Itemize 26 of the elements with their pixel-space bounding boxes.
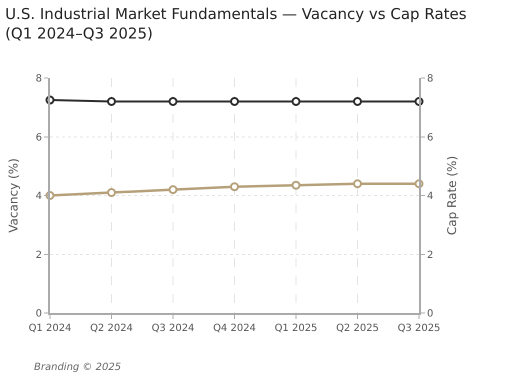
y2-tick-label: 0 bbox=[427, 308, 434, 320]
x-tick-label: Q1 2024 bbox=[28, 323, 72, 334]
y-tick-label: 2 bbox=[36, 250, 42, 261]
y2-tick-label: 8 bbox=[427, 74, 434, 84]
point bbox=[292, 180, 300, 190]
chart-title: U.S. Industrial Market Fundamentals — Vacancy vs Cap Rates (Q1 2024–Q3 2025) bbox=[5, 5, 467, 43]
x-tick-label: Q2 2024 bbox=[90, 323, 133, 334]
point bbox=[107, 188, 116, 198]
point bbox=[168, 185, 178, 194]
y2-axis-title: Cap Rate (%) bbox=[444, 156, 459, 236]
y2-tick-label: 2 bbox=[427, 250, 434, 261]
x-tick-label: Q1 2025 bbox=[274, 323, 318, 334]
y-axis-title: Vacancy (%) bbox=[6, 158, 20, 233]
y2-tick-label: 4 bbox=[427, 191, 434, 202]
x-tick-label: Q4 2024 bbox=[213, 323, 256, 334]
point bbox=[353, 179, 362, 188]
y-tick-label: 8 bbox=[36, 74, 42, 84]
text: Branding © 2025 bbox=[34, 362, 122, 373]
point bbox=[230, 182, 239, 192]
x-tick-label: Q3 2025 bbox=[398, 323, 440, 334]
y2-tick-label: 6 bbox=[427, 132, 434, 144]
x-tick-label: Q2 2025 bbox=[336, 323, 379, 334]
y-tick-label: 6 bbox=[36, 132, 42, 144]
y-tick-label: 0 bbox=[36, 308, 42, 320]
y-tick-label: 4 bbox=[36, 191, 42, 202]
x-tick-label: Q3 2024 bbox=[152, 323, 194, 334]
